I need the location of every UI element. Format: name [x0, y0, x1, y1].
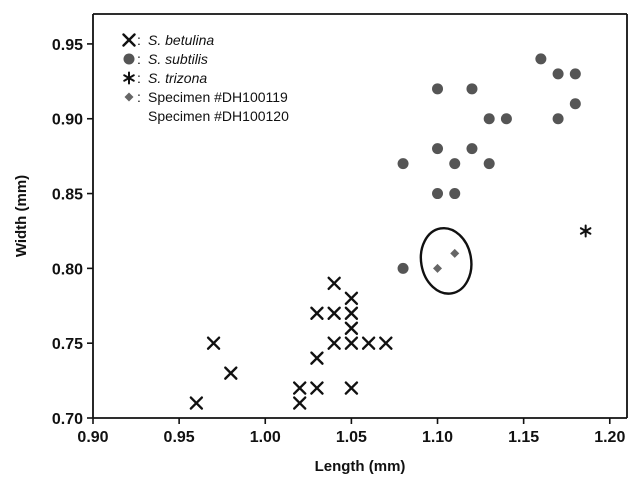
x-tick-label: 1.05	[336, 429, 367, 446]
legend-item: : S. trizona	[124, 70, 207, 86]
legend-item: : Specimen #DH100119	[125, 89, 289, 105]
data-point	[553, 68, 564, 79]
series-x	[191, 278, 391, 409]
y-tick-label: 0.90	[52, 112, 83, 129]
legend-item: Specimen #DH100120	[148, 108, 289, 124]
data-point	[346, 293, 357, 304]
data-point	[329, 308, 340, 319]
legend-separator: :	[137, 89, 141, 105]
legend-label: Specimen #DH100120	[148, 108, 289, 124]
y-axis-ticks: 0.70 0.75 0.80 0.85 0.90 0.95	[52, 37, 93, 428]
data-point	[450, 249, 459, 258]
legend-label: S. trizona	[148, 70, 207, 86]
data-point	[329, 278, 340, 289]
data-point	[570, 68, 581, 79]
data-points	[191, 53, 591, 408]
legend-marker	[124, 73, 134, 84]
data-point	[432, 83, 443, 94]
data-point	[570, 98, 581, 109]
y-tick-label: 0.85	[52, 187, 83, 204]
data-point	[398, 158, 409, 169]
legend-marker	[124, 35, 135, 46]
data-point	[553, 113, 564, 124]
data-point	[311, 383, 322, 394]
x-tick-label: 1.20	[594, 429, 625, 446]
legend-label: S. betulina	[148, 32, 214, 48]
data-point	[346, 323, 357, 334]
data-point	[346, 338, 357, 349]
x-tick-label: 1.10	[422, 429, 453, 446]
y-tick-label: 0.75	[52, 336, 83, 353]
data-point	[225, 368, 236, 379]
x-tick-label: 1.15	[508, 429, 539, 446]
data-point	[484, 113, 495, 124]
legend-marker	[124, 54, 135, 65]
data-point	[432, 143, 443, 154]
data-point	[398, 263, 409, 274]
x-tick-label: 1.00	[250, 429, 281, 446]
data-point	[449, 188, 460, 199]
data-point	[311, 353, 322, 364]
data-point	[294, 383, 305, 394]
annotations	[416, 224, 477, 298]
legend-item: : S. subtilis	[124, 51, 208, 67]
series-diamond	[433, 249, 459, 273]
series-asterisk	[581, 225, 591, 236]
data-point	[484, 158, 495, 169]
x-axis-ticks: 0.90 0.95 1.00 1.05 1.10 1.15 1.20	[77, 418, 625, 446]
legend: : S. betulina: S. subtilis: S. trizona: Spec…	[124, 32, 290, 124]
data-point	[432, 188, 443, 199]
legend-separator: :	[137, 70, 141, 86]
x-axis-title: Length (mm)	[315, 458, 406, 475]
data-point	[466, 83, 477, 94]
data-point	[191, 398, 202, 409]
y-tick-label: 0.80	[52, 261, 83, 278]
data-point	[581, 225, 591, 236]
data-point	[346, 308, 357, 319]
y-axis-title: Width (mm)	[13, 175, 30, 257]
legend-marker	[125, 93, 134, 102]
data-point	[466, 143, 477, 154]
x-tick-label: 0.95	[164, 429, 195, 446]
data-point	[208, 338, 219, 349]
data-point	[329, 338, 340, 349]
data-point	[294, 398, 305, 409]
data-point	[311, 308, 322, 319]
data-point	[535, 53, 546, 64]
highlight-ellipse	[416, 224, 477, 298]
y-tick-label: 0.70	[52, 411, 83, 428]
data-point	[433, 264, 442, 273]
legend-label: S. subtilis	[148, 51, 208, 67]
data-point	[449, 158, 460, 169]
data-point	[380, 338, 391, 349]
legend-label: Specimen #DH100119	[148, 89, 288, 105]
legend-separator: :	[137, 32, 141, 48]
legend-item: : S. betulina	[124, 32, 215, 48]
x-tick-label: 0.90	[77, 429, 108, 446]
y-tick-label: 0.95	[52, 37, 83, 54]
legend-separator: :	[137, 51, 141, 67]
data-point	[363, 338, 374, 349]
data-point	[501, 113, 512, 124]
data-point	[346, 383, 357, 394]
